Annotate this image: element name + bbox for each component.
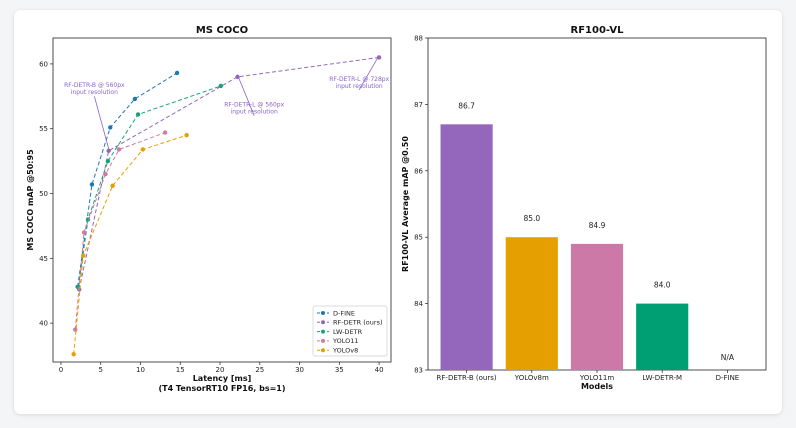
rf100-bar-value-label: 84.0 — [654, 281, 671, 290]
coco-data-point — [140, 147, 146, 152]
rf100-bar — [636, 303, 689, 370]
coco-x-tick-label: 15 — [176, 366, 185, 374]
coco-legend-marker — [321, 320, 325, 325]
coco-series-line-0 — [77, 72, 178, 287]
rf100-bar-value-label: N/A — [721, 353, 735, 362]
rf100-y-tick-label: 86 — [414, 167, 423, 175]
coco-x-tick-label: 5 — [98, 366, 102, 374]
rf100-x-tick-label: LW-DETR-M — [642, 374, 682, 382]
rf100-bar-value-label: 86.7 — [458, 101, 475, 110]
coco-legend-label: RF-DETR (ours) — [333, 319, 383, 327]
coco-data-point — [110, 183, 115, 188]
coco-x-tick-label: 0 — [59, 366, 63, 374]
rf100-x-tick-label: D-FINE — [716, 374, 740, 382]
coco-data-point — [162, 130, 168, 135]
coco-data-point — [89, 182, 95, 187]
coco-y-tick-label: 55 — [39, 125, 48, 133]
coco-legend-label: YOLO11 — [332, 337, 359, 345]
rf100-chart: RF100-VL 83 84 85 86 87 88 86.7 RF-DETR-B (our… — [401, 25, 767, 391]
coco-data-point — [376, 55, 382, 60]
coco-y-label: MS COCO mAP @50:95 — [26, 149, 35, 251]
rf100-y-label: RF100-VL Average mAP @0.50 — [401, 136, 410, 272]
coco-x-label: Latency [ms] — [193, 374, 252, 383]
coco-series-line-3 — [74, 132, 166, 330]
coco-annotation-text: RF-DETR-L @ 560px — [224, 102, 284, 109]
coco-legend-label: D-FINE — [333, 309, 355, 317]
rf100-bar — [505, 237, 558, 370]
coco-x-tick-label: 40 — [375, 366, 384, 374]
coco-legend-marker — [321, 329, 325, 334]
coco-annotation-arrow — [93, 96, 110, 149]
coco-series — [71, 55, 382, 357]
coco-annotation-arrow — [358, 55, 380, 90]
coco-annotation-arrow — [237, 74, 255, 116]
rf100-bar — [440, 124, 493, 370]
coco-y-tick-label: 40 — [39, 320, 48, 328]
coco-data-point — [81, 253, 86, 258]
rf100-x-tick-label: YOLOv8m — [514, 374, 549, 382]
coco-data-point — [132, 96, 138, 102]
rf100-bar — [570, 243, 624, 370]
coco-series-line-4 — [73, 134, 187, 355]
rf100-y-tick-label: 85 — [414, 234, 423, 242]
coco-y-tick-label: 60 — [39, 60, 48, 68]
rf100-y-tick-label: 83 — [414, 367, 423, 375]
coco-y-tick-label: 45 — [39, 255, 48, 263]
coco-plot-frame — [52, 37, 392, 363]
coco-legend-box — [312, 305, 388, 357]
coco-legend-marker — [321, 348, 325, 353]
coco-data-point — [103, 171, 108, 177]
coco-chart-title: MS COCO — [196, 25, 248, 36]
coco-data-point — [71, 352, 76, 357]
coco-x-tick-label: 10 — [136, 366, 145, 374]
coco-annotation-text: input resolution — [71, 89, 118, 96]
rf100-y-tick-label: 88 — [414, 35, 423, 43]
coco-x-tick-label: 20 — [216, 366, 225, 374]
coco-chart: MS COCO 0 5 10 15 20 25 30 35 40 40 45 50 55 60 RF-DE… — [26, 25, 392, 393]
coco-data-point — [135, 112, 141, 117]
coco-legend-marker — [321, 311, 325, 315]
rf100-bar-value-label: 84.9 — [589, 221, 606, 230]
rf100-y-tick-label: 87 — [414, 101, 423, 109]
coco-x-tick-label: 35 — [335, 366, 344, 374]
rf100-x-tick-label: YOLO11m — [579, 374, 614, 382]
rf100-x-label: Models — [581, 382, 613, 391]
coco-data-point — [73, 327, 78, 332]
coco-annotation-text: input resolution — [231, 109, 278, 116]
coco-annotation-text: RF-DETR-L @ 728px — [329, 76, 389, 83]
coco-axes: 0 5 10 15 20 25 30 35 40 40 45 50 55 60 — [39, 37, 392, 374]
coco-data-point — [174, 70, 180, 76]
coco-x-tick-label: 30 — [295, 366, 304, 374]
coco-legend-marker — [321, 338, 325, 343]
coco-data-point — [76, 284, 81, 290]
coco-data-point — [184, 133, 189, 138]
coco-data-point — [81, 230, 87, 235]
coco-data-point — [105, 158, 111, 164]
coco-data-point — [108, 125, 113, 130]
coco-data-point — [106, 148, 111, 153]
coco-data-point — [218, 83, 224, 89]
rf100-bar-value-label: 85.0 — [523, 214, 540, 223]
coco-series-line-1 — [78, 56, 380, 290]
coco-annotation-text: RF-DETR-B @ 560px — [64, 82, 125, 89]
coco-x-label-sub: (T4 TensorRT10 FP16, bs=1) — [158, 384, 285, 393]
rf100-y-tick-label: 84 — [414, 300, 423, 308]
coco-annotation-text: input resolution — [336, 83, 383, 90]
coco-legend-label: YOLOv8 — [332, 347, 358, 355]
rf100-x-tick-label: RF-DETR-B (ours) — [437, 374, 497, 382]
rf100-bars: 86.7 RF-DETR-B (ours) 85.0 YOLOv8m 84.9 YOLO1… — [437, 101, 740, 382]
coco-y-tick-label: 50 — [39, 190, 48, 198]
coco-data-point — [116, 147, 122, 152]
coco-x-tick-label: 25 — [255, 366, 264, 374]
rf100-chart-title: RF100-VL — [571, 25, 625, 36]
coco-legend-label: LW-DETR — [333, 328, 363, 336]
